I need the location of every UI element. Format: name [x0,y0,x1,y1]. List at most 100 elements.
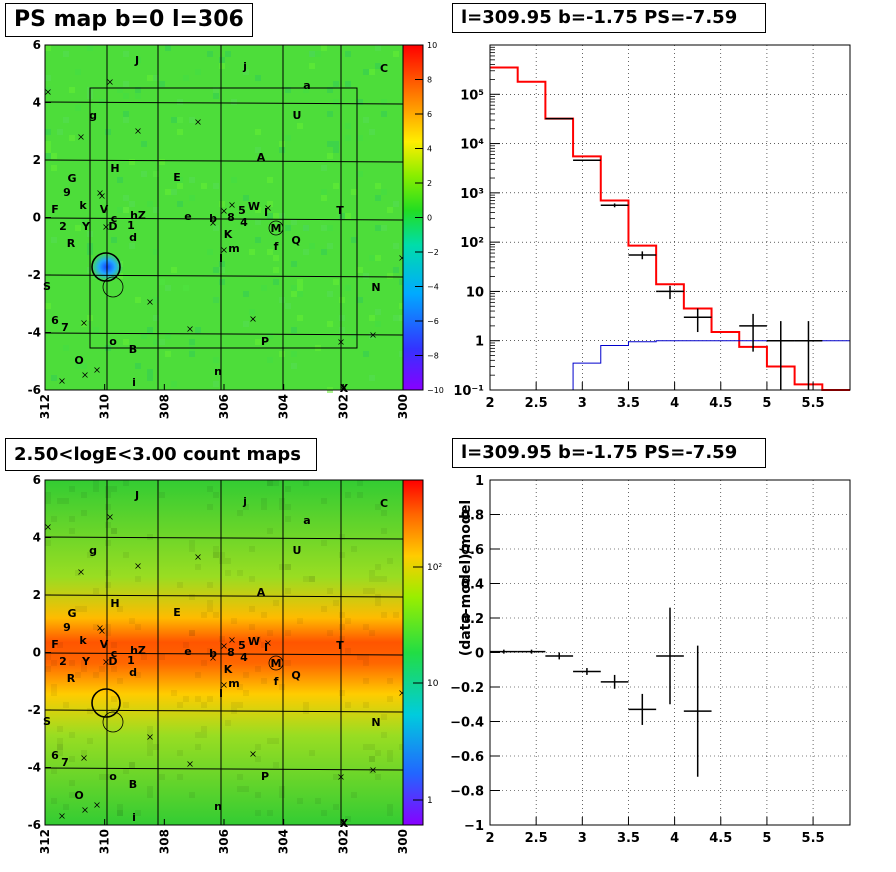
map-pixel [273,600,279,606]
y-tick-label: 4 [33,96,41,110]
source-label: A [257,586,266,599]
ps-map-highlight-circle-small [102,276,124,298]
map-pixel [45,303,51,309]
map-pixel [333,99,339,105]
map-pixel [219,636,225,642]
map-pixel [363,702,369,708]
source-label: Y [81,220,91,233]
map-pixel [303,576,309,582]
map-pixel [81,660,87,666]
map-pixel [381,111,387,117]
source-x-marker [94,802,100,808]
map-pixel [183,696,189,702]
y-tick-label: 0 [33,646,41,660]
source-label: J [134,489,139,502]
x-tick-label: 302 [336,394,350,419]
map-pixel [69,516,75,522]
source-x-marker [99,628,105,634]
source-label: g [89,109,97,122]
map-pixel [147,534,153,540]
colorbar-tick-label: −10 [427,386,444,395]
colorbar-tick-label: −8 [427,352,439,361]
source-label: E [173,606,181,619]
source-label: H [110,597,119,610]
y-tick-label: 2 [33,588,41,602]
residual-title: l=309.95 b=-1.75 PS=-7.59 [452,438,766,468]
source-label: V [100,203,109,216]
map-pixel [147,786,153,792]
map-pixel [261,678,267,684]
map-pixel [105,582,111,588]
map-pixel [87,552,93,558]
map-pixel [105,630,111,636]
map-pixel [69,87,75,93]
map-pixel [267,810,273,816]
map-pixel [51,237,57,243]
map-pixel [381,528,387,534]
map-pixel [387,750,393,756]
map-pixel [291,285,297,291]
x-tick-label: 300 [396,829,410,854]
map-pixel [147,327,153,333]
map-pixel [57,129,63,135]
map-pixel [177,750,183,756]
count-map-highlight-circle [91,688,121,718]
map-pixel [279,684,285,690]
map-pixel [123,111,129,117]
map-pixel [93,327,99,333]
map-pixel [327,291,333,297]
source-label: n [214,365,222,378]
y-tick-label: -6 [28,818,41,832]
map-pixel [123,51,129,57]
map-pixel [117,87,123,93]
map-pixel [213,492,219,498]
y-tick-label: -4 [28,761,41,775]
colorbar-tick-label: 10 [427,41,437,50]
map-pixel [297,618,303,624]
map-pixel [327,630,333,636]
map-pixel [45,87,51,93]
colorbar-tick-label: 1 [427,796,433,806]
map-pixel [159,654,165,660]
map-pixel [357,492,363,498]
x-tick-label: 312 [38,394,52,419]
source-label: S [43,715,51,728]
colorbar-tick-label: 4 [427,145,432,154]
source-label: 4 [240,216,248,229]
map-pixel [387,756,393,762]
source-label: 8 [227,646,235,659]
map-pixel [75,225,81,231]
map-pixel [237,702,243,708]
map-pixel [255,339,261,345]
map-pixel [213,93,219,99]
source-label: a [303,79,310,92]
map-pixel [147,732,153,738]
source-label: e [184,645,191,658]
map-pixel [303,87,309,93]
map-pixel [129,618,135,624]
map-pixel [135,672,141,678]
colorbar-tick-label: −6 [427,317,439,326]
map-pixel [285,504,291,510]
map-pixel [147,792,153,798]
map-pixel [45,141,51,147]
source-x-marker [221,247,227,253]
map-pixel [255,219,261,225]
map-pixel [87,45,93,51]
map-pixel [153,249,159,255]
source-label: T [336,204,344,217]
map-pixel [63,702,69,708]
map-pixel [225,51,231,57]
source-label: l [219,252,223,265]
map-pixel [69,486,75,492]
x-tick-label: 310 [98,829,112,854]
source-x-marker [210,220,216,226]
map-pixel [255,744,261,750]
map-pixel [279,213,285,219]
source-label: W [248,635,260,648]
source-label: j [242,495,247,508]
map-pixel [375,321,381,327]
map-grid-line [44,101,404,105]
map-pixel [345,618,351,624]
